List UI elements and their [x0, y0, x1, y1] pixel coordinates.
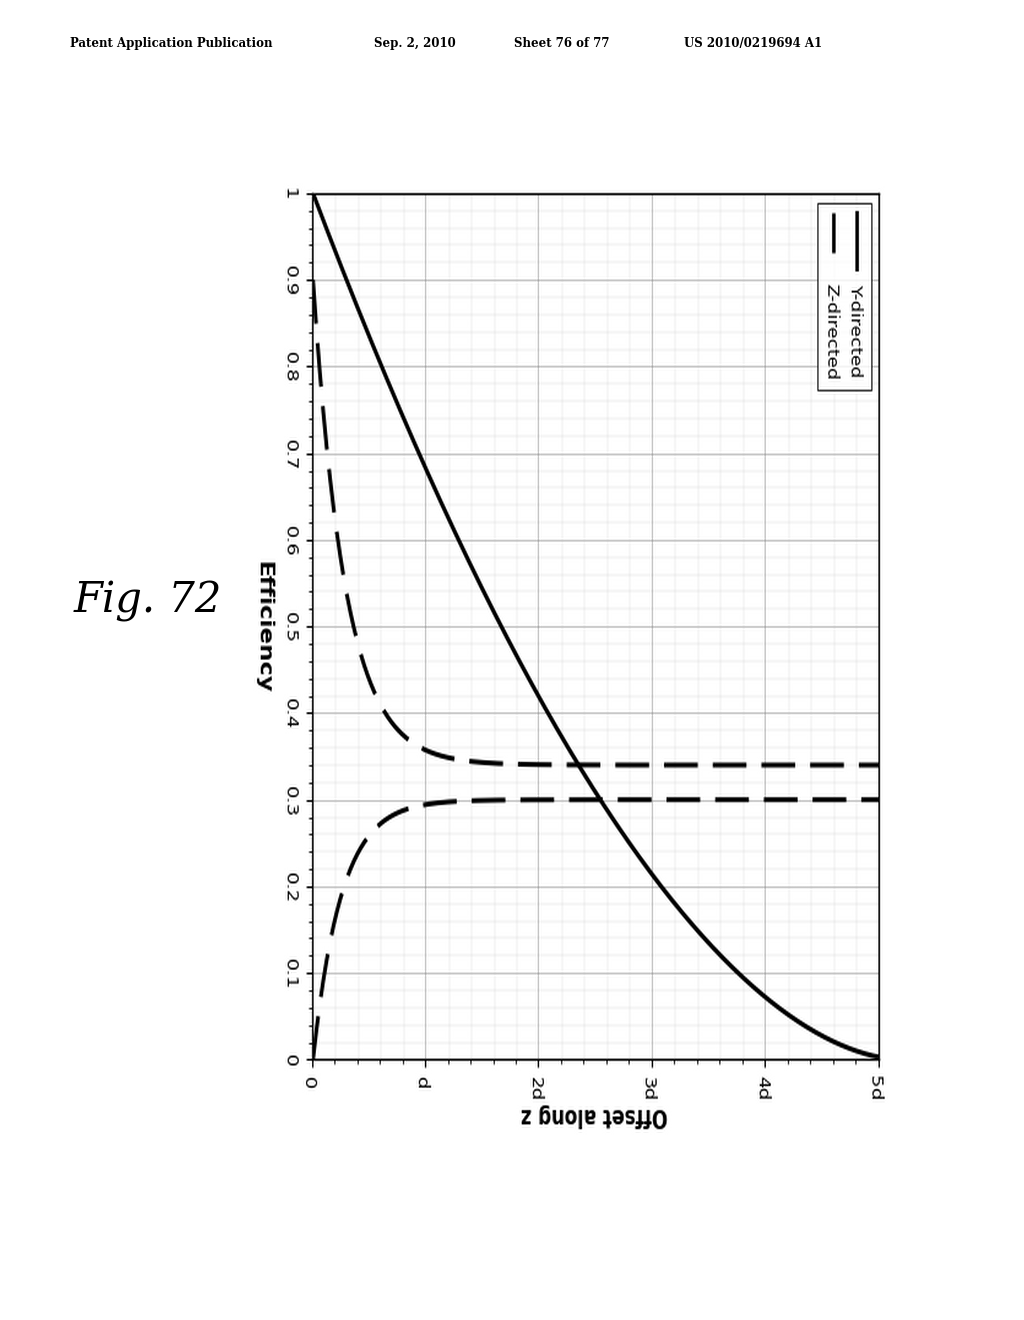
Text: Sheet 76 of 77: Sheet 76 of 77 [514, 37, 609, 50]
Text: US 2010/0219694 A1: US 2010/0219694 A1 [684, 37, 822, 50]
Text: Fig. 72: Fig. 72 [74, 579, 222, 622]
Text: Patent Application Publication: Patent Application Publication [70, 37, 272, 50]
Text: Sep. 2, 2010: Sep. 2, 2010 [374, 37, 456, 50]
